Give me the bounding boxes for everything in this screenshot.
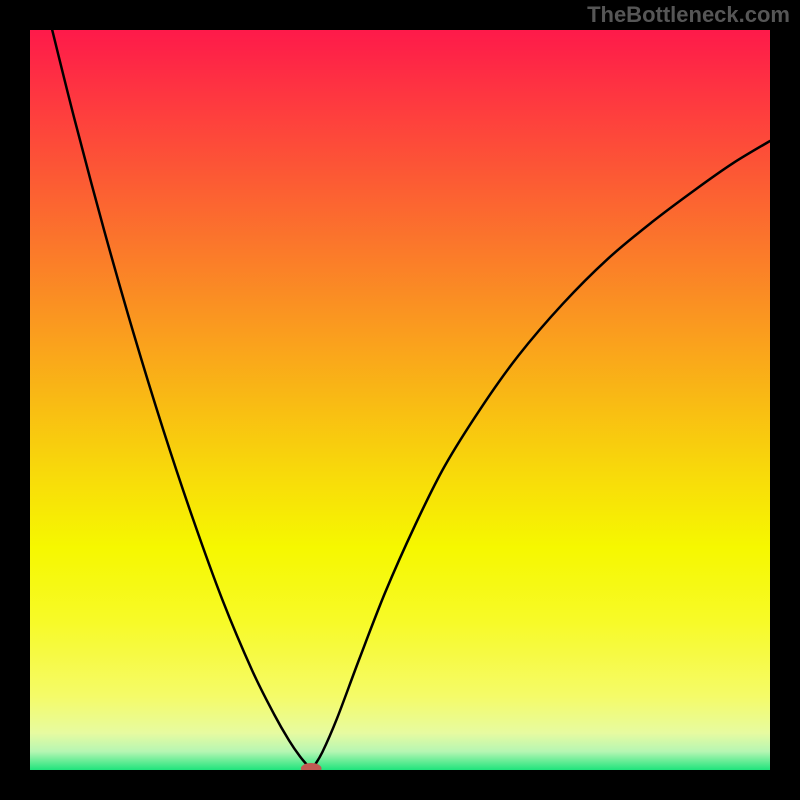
curve-right-arm: [313, 141, 770, 767]
optimum-marker: [301, 763, 322, 770]
curve-left-arm: [52, 30, 309, 767]
bottleneck-curve: [30, 30, 770, 770]
watermark-text: TheBottleneck.com: [587, 2, 790, 28]
plot-area: [30, 30, 770, 770]
